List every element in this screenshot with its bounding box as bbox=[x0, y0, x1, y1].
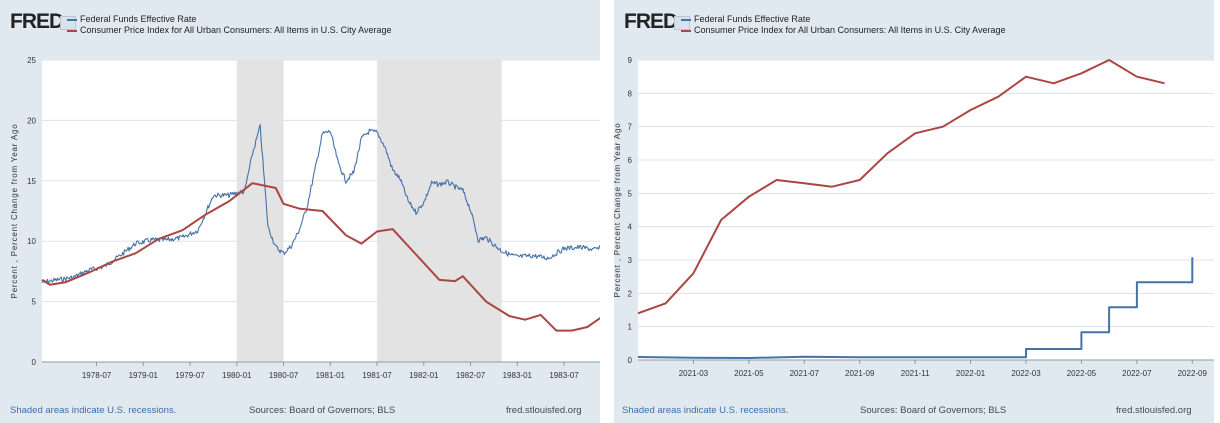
recession-note: Shaded areas indicate U.S. recessions. bbox=[10, 405, 177, 416]
x-tick-label: 1983-07 bbox=[549, 371, 579, 380]
legend-item-cpi: Consumer Price Index for All Urban Consu… bbox=[67, 25, 391, 36]
fred-logo[interactable]: FRED bbox=[10, 10, 64, 33]
x-tick-label: 2022-09 bbox=[1178, 369, 1208, 378]
recession-band bbox=[377, 60, 502, 362]
legend-swatch-red bbox=[681, 29, 691, 32]
sources-note: Sources: Board of Governors; BLS bbox=[860, 405, 1007, 416]
plot-area bbox=[638, 60, 1214, 360]
x-tick-label: 2022-01 bbox=[956, 369, 986, 378]
y-tick-label: 4 bbox=[628, 223, 633, 232]
legend-label: Consumer Price Index for All Urban Consu… bbox=[694, 25, 1006, 35]
chart-right: 0 1 2 3 4 5 6 7 8 9 2021-03 2021-05 2021-07 2021-09 20… bbox=[614, 56, 1214, 378]
y-tick-label: 5 bbox=[32, 298, 37, 307]
x-tick-label: 2021-11 bbox=[901, 369, 930, 378]
recession-note: Shaded areas indicate U.S. recessions. bbox=[622, 405, 789, 416]
y-tick-label: 20 bbox=[27, 116, 36, 125]
site-credit[interactable]: fred.stlouisfed.org bbox=[1116, 405, 1192, 416]
y-tick-label: 6 bbox=[628, 156, 633, 165]
y-tick-label: 0 bbox=[628, 356, 633, 365]
series-line bbox=[41, 182, 600, 332]
x-tick-label: 1980-07 bbox=[269, 371, 299, 380]
x-tick-label: 1982-07 bbox=[456, 371, 486, 380]
x-tick-label: 1982-01 bbox=[409, 371, 439, 380]
chart-left: 0 5 10 15 20 25 1978-07 1979-01 1979-07 1980-01 19… bbox=[10, 56, 600, 380]
y-tick-label: 15 bbox=[27, 177, 36, 186]
legend-item-fed-funds: Federal Funds Effective Rate bbox=[681, 14, 1005, 25]
fred-logo[interactable]: FRED bbox=[624, 10, 678, 33]
y-tick-label: 2 bbox=[628, 289, 633, 298]
site-credit[interactable]: fred.stlouisfed.org bbox=[506, 405, 582, 416]
y-axis-label: Percent , Percent Change from Year Ago bbox=[614, 123, 622, 298]
x-tick-label: 2021-07 bbox=[790, 369, 820, 378]
chart-panel-right: FRED Federal Funds Effective Rate Consum… bbox=[614, 0, 1214, 423]
legend-label: Federal Funds Effective Rate bbox=[80, 14, 197, 24]
y-tick-label: 0 bbox=[32, 358, 37, 367]
series-line bbox=[41, 124, 600, 284]
legend-label: Federal Funds Effective Rate bbox=[694, 14, 811, 24]
x-tick-label: 1981-01 bbox=[316, 371, 346, 380]
x-tick-label: 1979-01 bbox=[129, 371, 159, 380]
x-tick-label: 2022-07 bbox=[1122, 369, 1152, 378]
legend-swatch-blue bbox=[681, 18, 691, 21]
x-tick-label: 1980-01 bbox=[222, 371, 252, 380]
chart-panel-left: FRED Federal Funds Effective Rate Consum… bbox=[0, 0, 600, 423]
x-tick-label: 1981-07 bbox=[362, 371, 392, 380]
chart-legend: Federal Funds Effective Rate Consumer Pr… bbox=[681, 14, 1005, 36]
x-tick-label: 1979-07 bbox=[175, 371, 205, 380]
x-tick-label: 2022-05 bbox=[1067, 369, 1097, 378]
recession-band bbox=[236, 60, 284, 362]
sources-note: Sources: Board of Governors; BLS bbox=[249, 405, 396, 416]
y-tick-label: 1 bbox=[628, 323, 633, 332]
y-tick-label: 8 bbox=[628, 89, 633, 98]
y-tick-label: 7 bbox=[628, 123, 633, 132]
legend-swatch-red bbox=[67, 29, 77, 32]
y-tick-label: 10 bbox=[27, 237, 36, 246]
x-tick-label: 2021-05 bbox=[734, 369, 764, 378]
y-tick-label: 3 bbox=[628, 256, 633, 265]
x-tick-label: 2022-03 bbox=[1011, 369, 1041, 378]
y-axis-label: Percent , Percent Change from Year Ago bbox=[10, 124, 19, 299]
x-tick-label: 2021-09 bbox=[845, 369, 875, 378]
y-tick-label: 25 bbox=[27, 56, 36, 65]
series-line bbox=[637, 59, 1165, 315]
chart-legend: Federal Funds Effective Rate Consumer Pr… bbox=[67, 14, 391, 36]
x-tick-label: 1983-01 bbox=[503, 371, 533, 380]
legend-swatch-blue bbox=[67, 18, 77, 21]
y-tick-label: 5 bbox=[628, 189, 633, 198]
legend-item-cpi: Consumer Price Index for All Urban Consu… bbox=[681, 25, 1005, 36]
x-tick-label: 2021-03 bbox=[679, 369, 709, 378]
series-line bbox=[637, 257, 1194, 359]
legend-item-fed-funds: Federal Funds Effective Rate bbox=[67, 14, 391, 25]
legend-label: Consumer Price Index for All Urban Consu… bbox=[80, 25, 392, 35]
y-tick-label: 9 bbox=[628, 56, 633, 65]
x-tick-label: 1978-07 bbox=[82, 371, 112, 380]
